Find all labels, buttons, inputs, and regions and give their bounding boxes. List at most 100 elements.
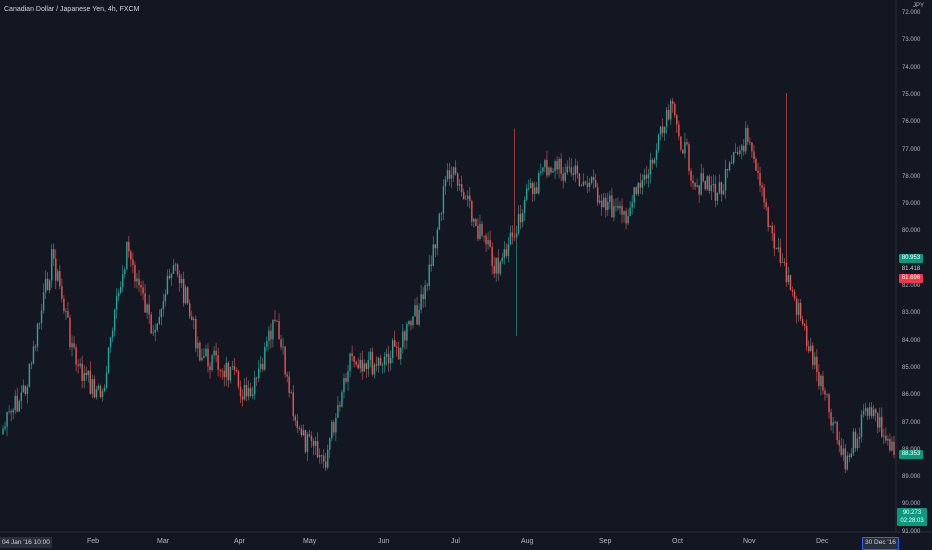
candle-body	[635, 187, 637, 194]
candle-body	[714, 184, 717, 201]
candle-body	[182, 278, 185, 304]
candle-body	[223, 370, 225, 378]
candle-body	[87, 370, 89, 376]
candle-body	[420, 294, 422, 310]
candle-body	[292, 392, 294, 417]
candle-body	[191, 316, 193, 321]
candle-body	[753, 151, 755, 159]
candle-body	[775, 248, 777, 250]
candle-body	[730, 162, 733, 164]
candle-body	[556, 161, 558, 170]
candle-body	[414, 305, 416, 317]
candle-body	[95, 389, 98, 398]
candle-body	[460, 184, 463, 193]
candle-body	[810, 345, 812, 351]
candle-body	[862, 411, 865, 415]
candle-body	[270, 330, 272, 340]
candle-body	[536, 187, 538, 194]
candle-body	[712, 184, 715, 186]
candle-body	[434, 244, 437, 249]
candle-body	[10, 411, 12, 413]
candle-body	[848, 455, 851, 458]
candle-body	[627, 215, 629, 224]
candle-body	[306, 434, 309, 452]
candle-body	[868, 407, 871, 416]
candle-body	[477, 225, 479, 239]
candle-body	[233, 366, 236, 371]
candle-body	[266, 341, 268, 347]
candle-body	[241, 396, 244, 400]
chart-title: Canadian Dollar / Japanese Yen, 4h, FXCM	[4, 6, 140, 13]
candle-body	[828, 394, 830, 413]
candle-body	[489, 239, 491, 247]
candle-body	[44, 278, 47, 293]
candle-body	[65, 311, 67, 312]
candle-body	[639, 182, 642, 188]
candle-body	[115, 296, 118, 310]
candle-body	[107, 347, 110, 373]
price-tag-bid: 80.953	[899, 254, 923, 263]
candle-body	[749, 141, 751, 143]
y-tick-label: 85.000	[902, 364, 921, 371]
candle-body	[300, 428, 303, 436]
candle-body	[361, 359, 363, 372]
candle-body	[769, 225, 771, 228]
candle-body	[722, 190, 725, 195]
candle-body	[818, 371, 820, 387]
candle-body	[140, 285, 142, 288]
candle-body	[582, 181, 585, 186]
candle-body	[274, 319, 276, 322]
candle-body	[483, 235, 485, 237]
candle-body	[659, 126, 662, 135]
candle-body	[771, 225, 773, 234]
candle-body	[546, 160, 548, 176]
candle-body	[834, 421, 836, 423]
candle-body	[247, 388, 250, 397]
y-tick-label: 77.000	[902, 146, 921, 153]
candle-body	[454, 167, 457, 174]
candle-body	[467, 195, 469, 199]
candle-body	[412, 316, 414, 326]
candle-body	[550, 167, 552, 173]
candle-body	[304, 430, 307, 452]
candle-body	[278, 320, 280, 340]
candle-body	[8, 411, 10, 413]
candle-body	[341, 392, 343, 407]
candle-body	[20, 392, 22, 401]
candle-body	[870, 407, 873, 417]
candle-body	[657, 134, 660, 150]
candle-body	[71, 343, 73, 348]
candle-body	[793, 291, 796, 299]
candle-body	[854, 431, 857, 449]
candle-body	[442, 186, 445, 214]
candle-body	[229, 366, 232, 381]
candle-body	[736, 152, 739, 154]
candle-body	[471, 200, 473, 222]
candle-body	[132, 259, 134, 265]
candle-body	[509, 232, 512, 245]
candle-body	[40, 310, 43, 323]
candle-body	[444, 179, 447, 187]
candle-body	[686, 142, 688, 145]
y-tick-label: 76.000	[902, 119, 921, 126]
price-axis[interactable]: JPY	[896, 0, 932, 550]
candle-body	[217, 355, 219, 370]
candle-body	[26, 387, 29, 395]
candle-body	[174, 264, 177, 266]
candle-body	[767, 207, 769, 228]
candle-body	[755, 158, 757, 171]
candle-body	[75, 347, 77, 365]
candle-body	[363, 363, 365, 372]
candle-body	[570, 167, 572, 174]
candle-body	[353, 356, 355, 362]
candle-body	[832, 422, 834, 426]
candle-body	[789, 275, 792, 291]
candle-body	[836, 421, 838, 441]
candle-body	[146, 304, 148, 313]
candle-body	[231, 366, 234, 368]
candle-body	[156, 323, 158, 331]
candle-body	[465, 198, 467, 200]
candle-body	[864, 408, 867, 412]
